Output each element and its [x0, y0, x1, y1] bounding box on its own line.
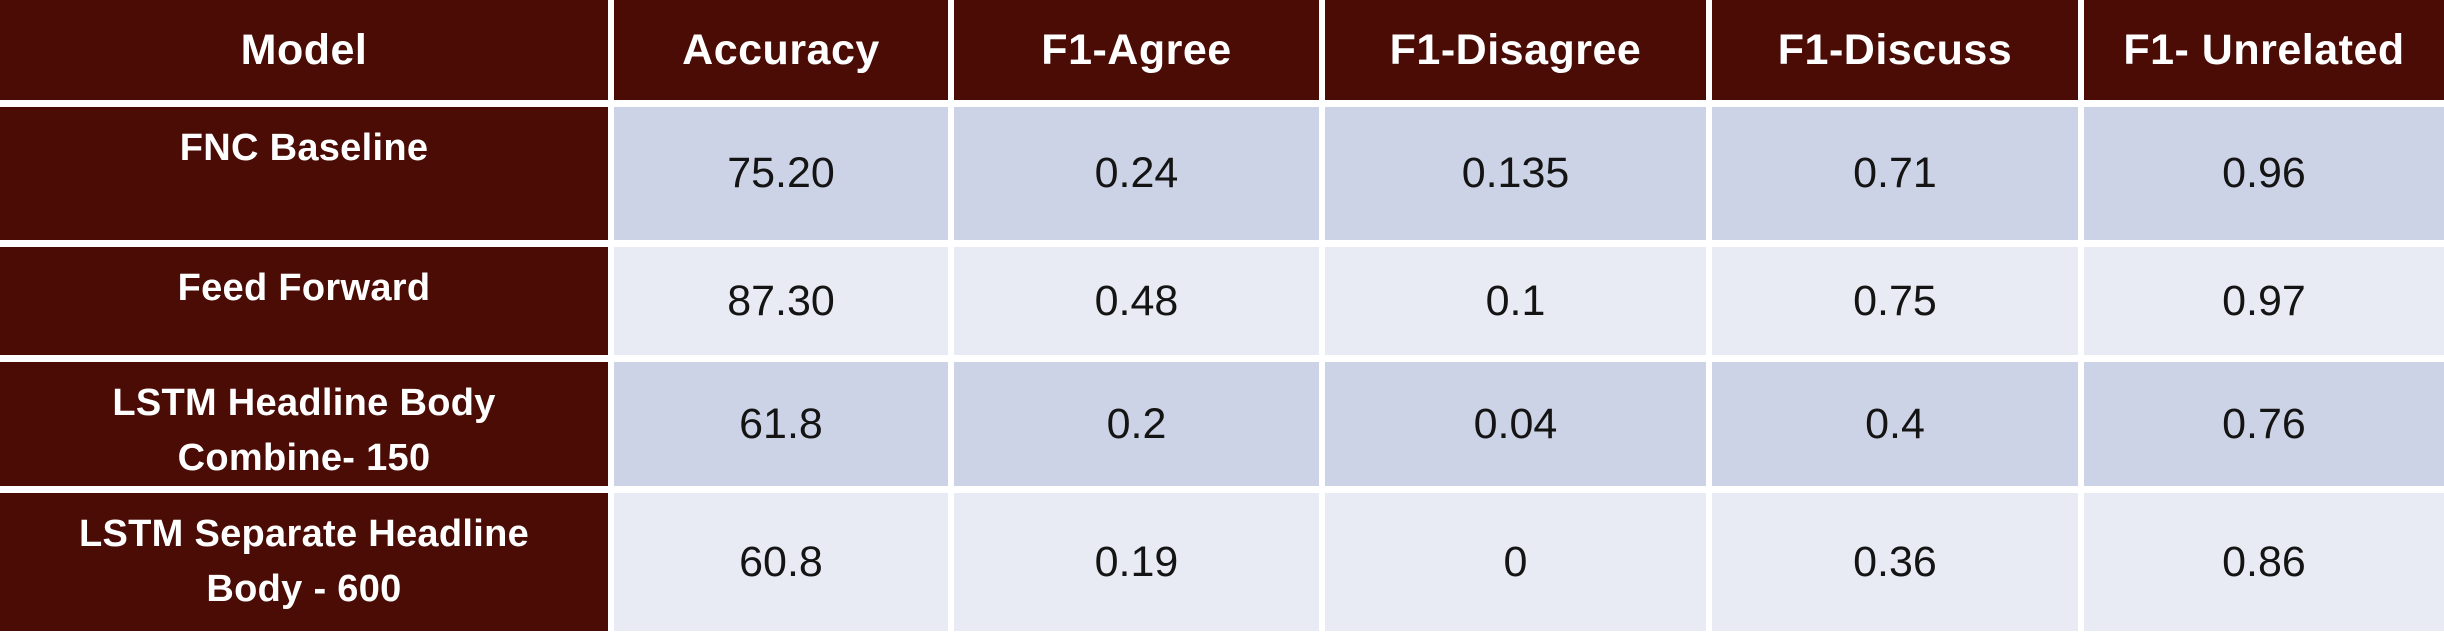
f1-unrelated-cell: 0.97 [2078, 240, 2444, 355]
table-row: LSTM Headline Body Combine- 150 61.8 0.2… [0, 355, 2444, 487]
f1-disagree-cell: 0 [1319, 486, 1706, 632]
f1-agree-cell: 0.24 [948, 100, 1319, 240]
model-name-cell: FNC Baseline [0, 100, 608, 240]
f1-unrelated-cell: 0.76 [2078, 355, 2444, 487]
table-header-row: Model Accuracy F1-Agree F1-Disagree F1-D… [0, 0, 2444, 100]
accuracy-cell: 87.30 [608, 240, 948, 355]
accuracy-cell: 61.8 [608, 355, 948, 487]
f1-discuss-cell: 0.36 [1706, 486, 2078, 632]
f1-disagree-cell: 0.04 [1319, 355, 1706, 487]
f1-discuss-cell: 0.75 [1706, 240, 2078, 355]
f1-agree-cell: 0.48 [948, 240, 1319, 355]
f1-disagree-cell: 0.135 [1319, 100, 1706, 240]
accuracy-cell: 60.8 [608, 486, 948, 632]
column-header-f1-discuss: F1-Discuss [1706, 0, 2078, 100]
column-header-f1-unrelated: F1- Unrelated [2078, 0, 2444, 100]
model-name-cell: Feed Forward [0, 240, 608, 355]
f1-disagree-cell: 0.1 [1319, 240, 1706, 355]
table-row: FNC Baseline 75.20 0.24 0.135 0.71 0.96 [0, 100, 2444, 240]
f1-unrelated-cell: 0.86 [2078, 486, 2444, 632]
f1-discuss-cell: 0.71 [1706, 100, 2078, 240]
table-row: Feed Forward 87.30 0.48 0.1 0.75 0.97 [0, 240, 2444, 355]
f1-agree-cell: 0.19 [948, 486, 1319, 632]
f1-discuss-cell: 0.4 [1706, 355, 2078, 487]
column-header-model: Model [0, 0, 608, 100]
column-header-f1-disagree: F1-Disagree [1319, 0, 1706, 100]
accuracy-cell: 75.20 [608, 100, 948, 240]
table-row: LSTM Separate Headline Body - 600 60.8 0… [0, 486, 2444, 632]
f1-agree-cell: 0.2 [948, 355, 1319, 487]
column-header-f1-agree: F1-Agree [948, 0, 1319, 100]
model-name-cell: LSTM Headline Body Combine- 150 [0, 355, 608, 487]
column-header-accuracy: Accuracy [608, 0, 948, 100]
model-name-cell: LSTM Separate Headline Body - 600 [0, 486, 608, 632]
f1-unrelated-cell: 0.96 [2078, 100, 2444, 240]
